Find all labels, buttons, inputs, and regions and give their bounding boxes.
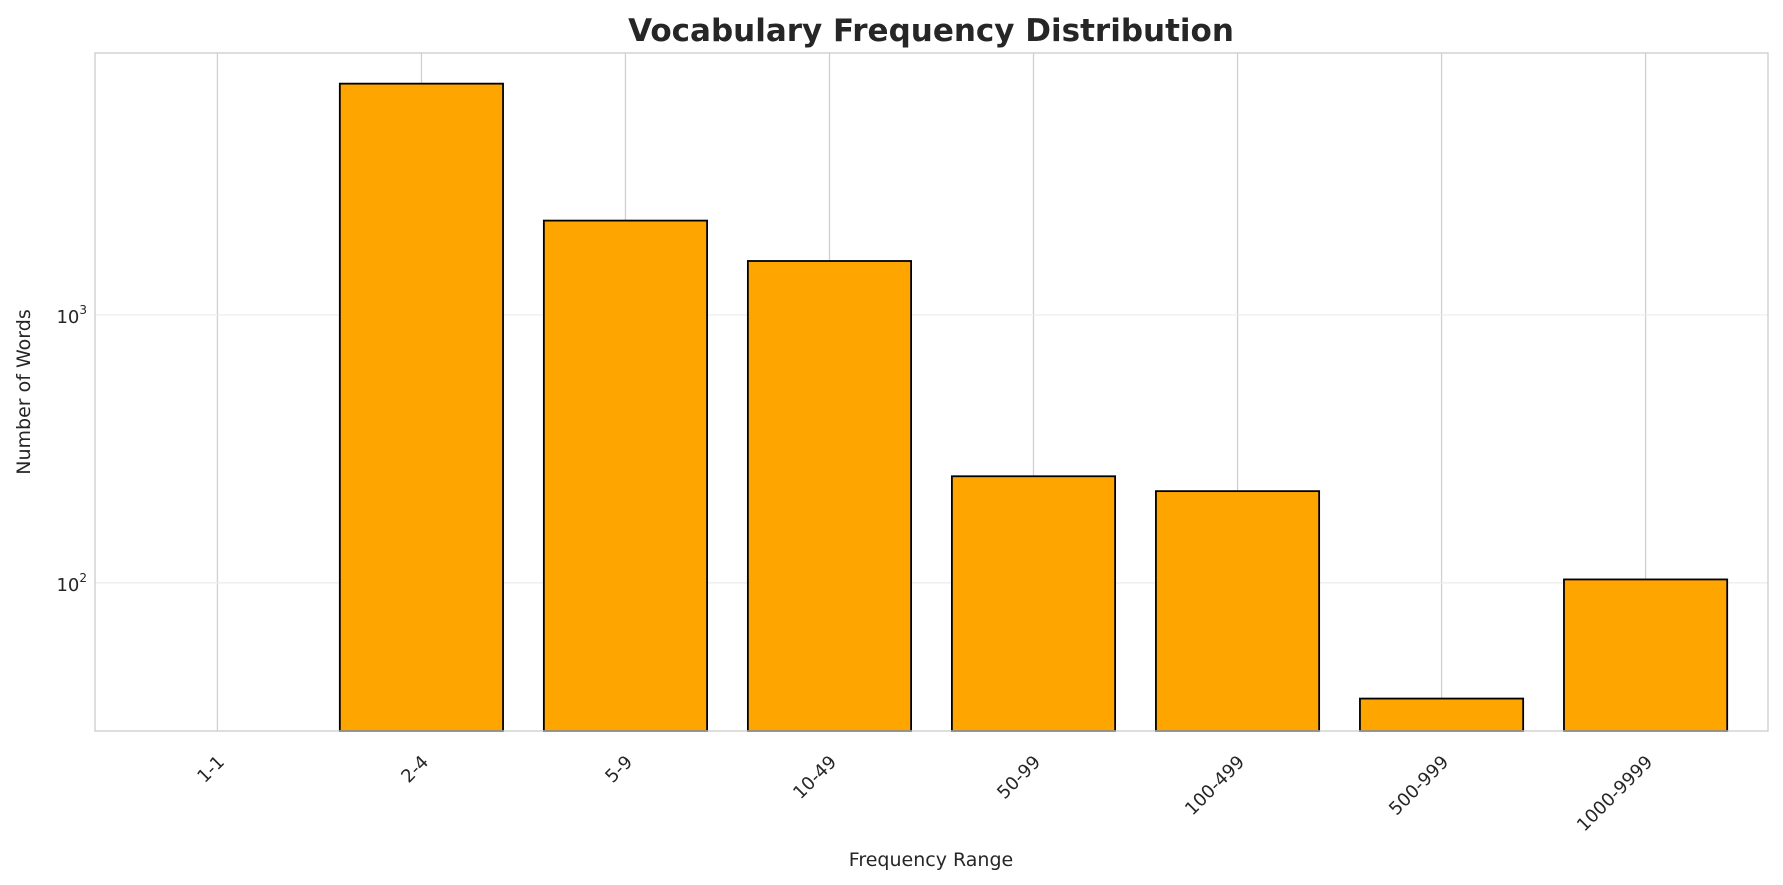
x-tick-label: 500-999: [1385, 752, 1453, 820]
x-tick-label: 1-1: [193, 752, 229, 788]
x-tick-label: 10-49: [789, 752, 841, 804]
chart-title: Vocabulary Frequency Distribution: [628, 13, 1234, 49]
plot-frame: [94, 52, 1769, 732]
bar-500-999: [1359, 697, 1525, 732]
x-tick-label: 1000-9999: [1573, 752, 1657, 836]
y-tick-label: 102: [56, 571, 87, 596]
x-tick-label: 100-499: [1181, 752, 1249, 820]
bar-2-4: [338, 82, 504, 732]
bar-5-9: [542, 219, 708, 732]
bar-10-49: [746, 260, 912, 732]
y-tick-label: 103: [56, 303, 87, 328]
x-tick-label: 50-99: [993, 752, 1045, 804]
bar-100-499: [1155, 490, 1321, 732]
x-tick-labels: 1-1 2-4 5-9 10-49 50-99 100-499 500-999 1000-99…: [193, 752, 1657, 836]
x-tick-label: 2-4: [397, 752, 433, 788]
x-tick-label: 5-9: [601, 752, 637, 788]
bar-50-99: [951, 475, 1117, 732]
y-axis-label: Number of Words: [13, 309, 35, 474]
x-axis-label: Frequency Range: [849, 849, 1013, 871]
bar-1000-9999: [1563, 578, 1729, 732]
y-tick-labels: 102 103: [56, 303, 87, 596]
